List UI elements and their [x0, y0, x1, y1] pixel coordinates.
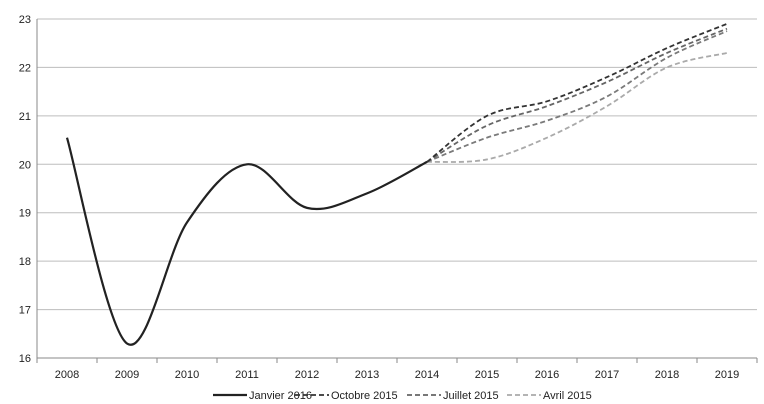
- y-tick-label: 17: [19, 305, 31, 317]
- y-tick-labels: 16 17 18 19 20 21 22 23: [19, 14, 31, 365]
- x-tick-label: 2013: [355, 369, 379, 381]
- y-tick-label: 20: [19, 159, 31, 171]
- axes: [36, 19, 758, 363]
- x-tick-label: 2015: [475, 369, 499, 381]
- legend-label: Juillet 2015: [443, 390, 499, 402]
- y-tick-label: 22: [19, 62, 31, 74]
- legend: Janvier 2016 Octobre 2015 Juillet 2015 Avri…: [213, 390, 592, 402]
- gridlines: [37, 18, 757, 359]
- x-tick-label: 2019: [715, 369, 739, 381]
- y-tick-label: 16: [19, 353, 31, 365]
- x-tick-labels: 2008 2009 2010 2011 2012 2013 2014 2015 2016 2017…: [55, 369, 739, 381]
- y-tick-label: 23: [19, 14, 31, 26]
- y-tick-label: 18: [19, 256, 31, 268]
- series-line-0: [65, 137, 428, 346]
- x-tick-label: 2016: [535, 369, 559, 381]
- legend-label: Octobre 2015: [331, 390, 398, 402]
- x-tick-label: 2010: [175, 369, 199, 381]
- legend-label: Avril 2015: [543, 390, 592, 402]
- y-tick-label: 19: [19, 208, 31, 220]
- series-line-3: [426, 30, 728, 163]
- x-tick-label: 2018: [655, 369, 679, 381]
- x-tick-label: 2011: [235, 369, 259, 381]
- series-line-1: [426, 23, 728, 163]
- x-tick-label: 2008: [55, 369, 79, 381]
- series-line-4: [426, 52, 728, 163]
- y-tick-label: 21: [19, 111, 31, 123]
- x-tick-label: 2017: [595, 369, 619, 381]
- x-tick-label: 2009: [115, 369, 139, 381]
- series-line-2: [426, 27, 728, 163]
- series-lines: [65, 23, 728, 346]
- x-tick-label: 2012: [295, 369, 319, 381]
- x-tick-label: 2014: [415, 369, 439, 381]
- legend-label: Janvier 2016: [249, 390, 312, 402]
